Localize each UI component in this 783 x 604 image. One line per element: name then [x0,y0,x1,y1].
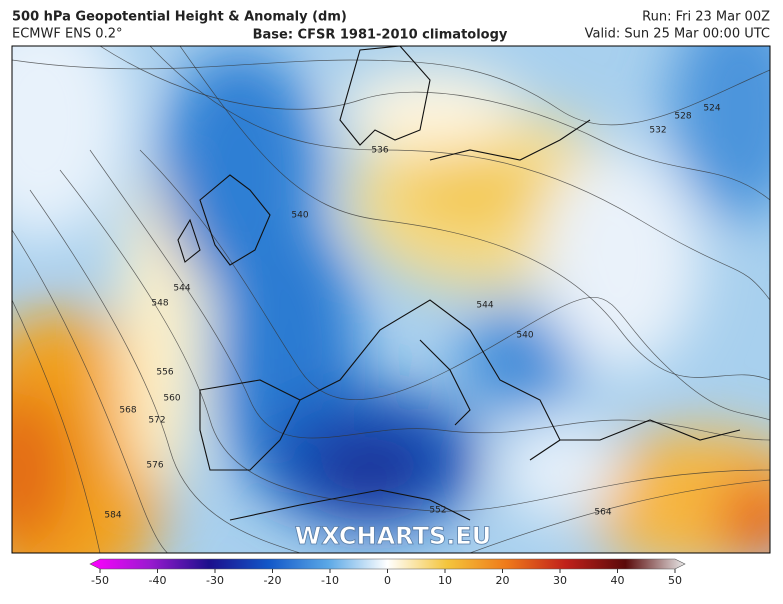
contour-label: 548 [151,299,168,309]
colorbar-tick-label: -20 [264,574,282,587]
colorbar-tick-label: 40 [611,574,625,587]
contour-label: 576 [146,461,163,471]
colorbar-tick-label: 30 [553,574,567,587]
coastlines [177,46,741,521]
contours [12,46,770,553]
contour-label: 568 [119,406,136,416]
colorbar-tick-label: -30 [206,574,224,587]
contour-label: 524 [703,104,720,114]
contour-label: 544 [476,301,493,311]
title: 500 hPa Geopotential Height & Anomaly (d… [12,10,347,25]
base: Base: CFSR 1981-2010 climatology [253,28,508,43]
colorbar-tick-label: -40 [149,574,167,587]
contour-label: 528 [674,112,691,122]
contour-label: 536 [371,146,388,156]
contour-label: 560 [163,394,180,404]
colorbar-bar [89,558,686,570]
colorbar-tick-label: 0 [384,574,391,587]
contour-label: 552 [429,506,446,516]
contour-label: 540 [516,331,533,341]
contour-label: 544 [173,284,190,294]
contour-label: 540 [291,211,308,221]
contour-label: 556 [156,368,173,378]
colorbar-tick-label: 20 [496,574,510,587]
colorbar-tick-label: 50 [668,574,682,587]
contour-labels: 524 528 532 536 540 544 548 556 560 568 572 576 584 5… [104,104,720,521]
colorbar-tick-label: -10 [321,574,339,587]
valid: Valid: Sun 25 Mar 00:00 UTC [585,27,770,42]
colorbar-tick-label: 10 [438,574,452,587]
model: ECMWF ENS 0.2° [12,27,122,42]
map-frame [11,45,771,554]
colorbar-tick-label: -50 [91,574,109,587]
contour-label: 584 [104,511,121,521]
run: Run: Fri 23 Mar 00Z [642,10,770,25]
contour-label: 564 [594,508,611,518]
contour-label: 532 [649,126,666,136]
contour-label: 572 [148,416,165,426]
watermark: WXCHARTS.EU [295,522,491,550]
colorbar: -50 -40 -30 -20 -10 0 10 20 30 40 50 [89,558,686,587]
